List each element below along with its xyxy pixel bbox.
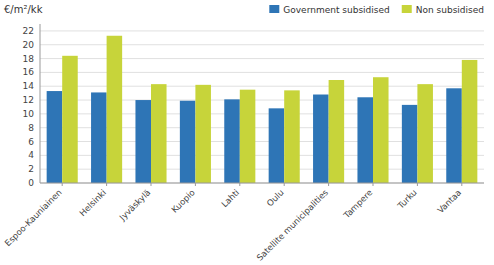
y-tick-label: 8 bbox=[28, 123, 34, 133]
x-tick-label: Kuopio bbox=[169, 187, 196, 214]
bar bbox=[329, 80, 345, 183]
x-tick bbox=[151, 183, 152, 186]
y-axis-label: €/m²/kk bbox=[4, 4, 43, 15]
x-tick bbox=[106, 183, 107, 186]
y-tick-label: 10 bbox=[23, 109, 35, 119]
x-tick-label: Vantaa bbox=[435, 187, 463, 215]
bar bbox=[91, 92, 107, 183]
bar bbox=[107, 36, 123, 183]
x-tick-label: Lahti bbox=[219, 187, 241, 209]
x-tick bbox=[417, 183, 418, 186]
x-tick-label: Espoo-Kauniainen bbox=[3, 187, 64, 248]
x-tick bbox=[195, 183, 196, 186]
y-tick-label: 20 bbox=[23, 40, 35, 50]
legend: Government subsidised Non subsidised bbox=[269, 5, 484, 15]
y-tick-label: 6 bbox=[28, 137, 34, 147]
bar bbox=[240, 90, 256, 183]
legend-swatch bbox=[269, 5, 279, 13]
bar bbox=[373, 77, 389, 183]
bar bbox=[462, 60, 478, 183]
bar bbox=[269, 108, 285, 183]
bar bbox=[135, 100, 151, 183]
bar bbox=[151, 84, 167, 183]
legend-label: Non subsidised bbox=[416, 5, 484, 15]
chart-svg: 0 2 4 6 8 10 12 14 16 18 20 22 Espoo-Kauniainen Helsi… bbox=[0, 0, 494, 265]
x-tick-label: Helsinki bbox=[77, 187, 108, 218]
x-tick-label: Satellite municipalities bbox=[255, 187, 331, 263]
y-axis-line bbox=[40, 24, 41, 183]
x-tick-label: Jyväskylä bbox=[117, 187, 153, 223]
x-tick-label: Oulu bbox=[265, 187, 286, 208]
legend-item: Non subsidised bbox=[402, 5, 484, 15]
bar bbox=[224, 99, 240, 183]
bar bbox=[402, 105, 418, 183]
legend-item: Government subsidised bbox=[269, 5, 389, 15]
chart-container: 0 2 4 6 8 10 12 14 16 18 20 22 Espoo-Kauniainen Helsi… bbox=[0, 0, 494, 265]
grid-line bbox=[40, 30, 484, 31]
x-tick bbox=[284, 183, 285, 186]
legend-label: Government subsidised bbox=[283, 5, 389, 15]
bar bbox=[417, 84, 433, 183]
legend-swatch bbox=[402, 5, 412, 13]
y-grid bbox=[40, 31, 484, 183]
y-tick-label: 2 bbox=[28, 164, 34, 174]
bar bbox=[446, 88, 462, 183]
x-tick bbox=[373, 183, 374, 186]
y-tick-label: 18 bbox=[23, 54, 35, 64]
bar bbox=[284, 90, 300, 183]
bar bbox=[313, 95, 329, 183]
bars bbox=[47, 36, 478, 183]
y-tick-label: 16 bbox=[23, 67, 35, 77]
y-tick-label: 22 bbox=[23, 26, 34, 36]
bar bbox=[180, 101, 196, 183]
x-tick bbox=[239, 183, 240, 186]
x-tick bbox=[62, 183, 63, 186]
y-tick-label: 12 bbox=[23, 95, 34, 105]
x-tick-label: Turku bbox=[395, 187, 419, 211]
bar bbox=[47, 91, 63, 183]
x-tick bbox=[461, 183, 462, 186]
x-tick-label: Tampere bbox=[341, 187, 375, 221]
y-tick-label: 4 bbox=[28, 150, 34, 160]
bar bbox=[357, 97, 373, 183]
bar bbox=[62, 56, 78, 183]
bar bbox=[195, 85, 211, 183]
x-tick bbox=[328, 183, 329, 186]
y-tick-label: 0 bbox=[28, 178, 34, 188]
y-tick-label: 14 bbox=[23, 81, 35, 91]
